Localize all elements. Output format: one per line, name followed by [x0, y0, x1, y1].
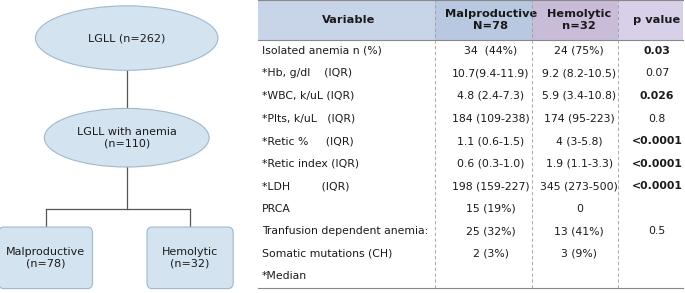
Text: p value: p value — [634, 15, 681, 25]
Text: 198 (159-227): 198 (159-227) — [452, 181, 530, 191]
Text: Tranfusion dependent anemia:: Tranfusion dependent anemia: — [262, 226, 428, 236]
Text: 0.026: 0.026 — [640, 91, 674, 101]
Text: 4.8 (2.4-7.3): 4.8 (2.4-7.3) — [458, 91, 524, 101]
Text: 5.9 (3.4-10.8): 5.9 (3.4-10.8) — [543, 91, 616, 101]
Text: 0.5: 0.5 — [648, 226, 666, 236]
Text: 0.07: 0.07 — [645, 68, 669, 79]
Text: 0: 0 — [576, 204, 583, 214]
Text: *Retic %     (IQR): *Retic % (IQR) — [262, 136, 354, 146]
Text: 345 (273-500): 345 (273-500) — [540, 181, 618, 191]
Text: 15 (19%): 15 (19%) — [466, 204, 516, 214]
Text: Hemolytic
(n=32): Hemolytic (n=32) — [162, 247, 219, 269]
Text: 13 (41%): 13 (41%) — [554, 226, 604, 236]
FancyBboxPatch shape — [532, 0, 618, 40]
Text: <0.0001: <0.0001 — [632, 159, 682, 169]
FancyBboxPatch shape — [618, 0, 683, 40]
Text: *LDH         (IQR): *LDH (IQR) — [262, 181, 349, 191]
Text: 34  (44%): 34 (44%) — [464, 46, 517, 56]
Ellipse shape — [45, 108, 209, 167]
Text: Hemolytic
n=32: Hemolytic n=32 — [547, 9, 612, 30]
Text: Variable: Variable — [322, 15, 375, 25]
FancyBboxPatch shape — [435, 0, 532, 40]
Text: 2 (3%): 2 (3%) — [473, 249, 509, 259]
Text: Isolated anemia n (%): Isolated anemia n (%) — [262, 46, 382, 56]
FancyBboxPatch shape — [147, 227, 233, 289]
Text: 4 (3-5.8): 4 (3-5.8) — [556, 136, 603, 146]
Text: *WBC, k/uL (IQR): *WBC, k/uL (IQR) — [262, 91, 354, 101]
Text: 3 (9%): 3 (9%) — [561, 249, 597, 259]
Text: 0.6 (0.3-1.0): 0.6 (0.3-1.0) — [457, 159, 525, 169]
Text: *Median: *Median — [262, 271, 307, 282]
FancyBboxPatch shape — [258, 0, 435, 40]
Text: 9.2 (8.2-10.5): 9.2 (8.2-10.5) — [543, 68, 616, 79]
Text: 0.03: 0.03 — [643, 46, 671, 56]
Text: 174 (95-223): 174 (95-223) — [544, 113, 614, 124]
Text: LGLL (n=262): LGLL (n=262) — [88, 33, 165, 43]
Text: LGLL with anemia
(n=110): LGLL with anemia (n=110) — [77, 127, 177, 149]
Text: Malproductive
(n=78): Malproductive (n=78) — [6, 247, 85, 269]
Ellipse shape — [36, 6, 218, 70]
Text: *Plts, k/uL   (IQR): *Plts, k/uL (IQR) — [262, 113, 356, 124]
Text: 24 (75%): 24 (75%) — [554, 46, 604, 56]
Text: *Hb, g/dl    (IQR): *Hb, g/dl (IQR) — [262, 68, 352, 79]
Text: 1.9 (1.1-3.3): 1.9 (1.1-3.3) — [546, 159, 613, 169]
Text: Somatic mutations (CH): Somatic mutations (CH) — [262, 249, 393, 259]
Text: <0.0001: <0.0001 — [632, 181, 682, 191]
Text: 25 (32%): 25 (32%) — [466, 226, 516, 236]
Text: 0.8: 0.8 — [648, 113, 666, 124]
Text: PRCA: PRCA — [262, 204, 291, 214]
Text: 1.1 (0.6-1.5): 1.1 (0.6-1.5) — [457, 136, 525, 146]
Text: <0.0001: <0.0001 — [632, 136, 682, 146]
Text: Malproductive
N=78: Malproductive N=78 — [445, 9, 537, 30]
Text: 10.7(9.4-11.9): 10.7(9.4-11.9) — [452, 68, 530, 79]
Text: *Retic index (IQR): *Retic index (IQR) — [262, 159, 359, 169]
Text: 184 (109-238): 184 (109-238) — [452, 113, 530, 124]
FancyBboxPatch shape — [0, 227, 92, 289]
